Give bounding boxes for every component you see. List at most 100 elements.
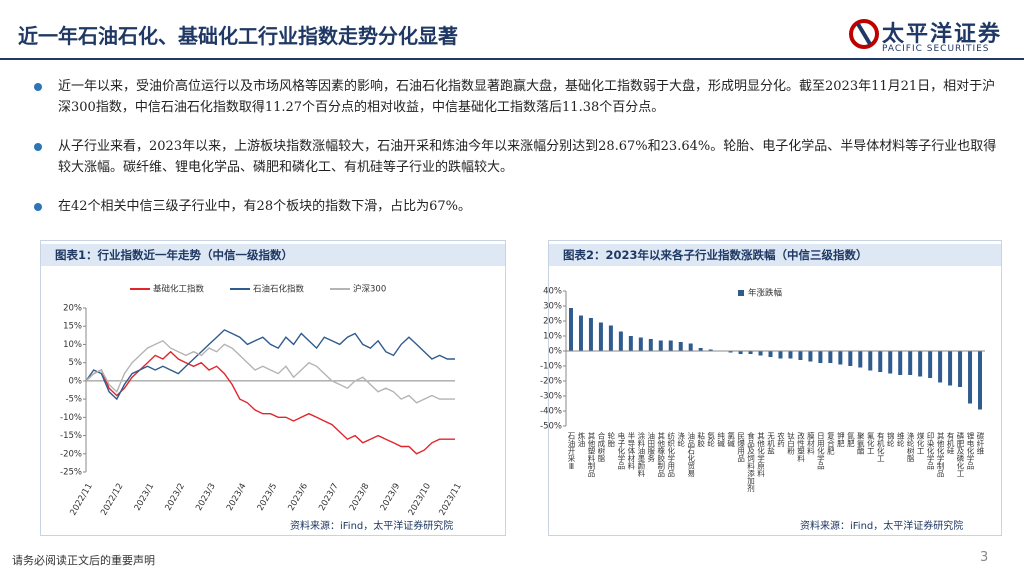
bullet-dot <box>34 203 42 211</box>
bar <box>858 351 863 368</box>
y-tick-label: 20% <box>543 317 562 327</box>
x-tick-label: 氮肥 <box>846 431 855 449</box>
x-tick-label: 维纶 <box>896 431 905 448</box>
bar <box>888 351 893 374</box>
chart-frame <box>548 240 1002 536</box>
slide-title: 近一年石油石化、基础化工行业指数走势分化显著 <box>18 24 458 48</box>
bullet-text: 近一年以来，受油价高位运行以及市场风格等因素的影响，石油石化指数显著跑赢大盘，基… <box>58 79 996 115</box>
legend-swatch <box>738 290 744 296</box>
x-tick-label: 其他化学制品 <box>936 432 945 479</box>
y-tick-label: 0% <box>69 376 83 386</box>
bar <box>838 351 843 365</box>
x-tick-label: 其他橡胶制品 <box>657 432 666 479</box>
chart-caption: 图表1：行业指数近一年走势（中信一级指数） <box>41 244 505 266</box>
bar <box>968 351 973 404</box>
x-tick-label: 民爆用品 <box>736 432 745 464</box>
logo-icon <box>849 19 879 49</box>
x-tick-label: 纯碱 <box>716 431 725 449</box>
bar <box>898 351 903 375</box>
y-tick-label: -10% <box>540 362 562 372</box>
bar <box>938 351 943 383</box>
bar <box>678 342 683 351</box>
x-tick-label: 无机盐 <box>766 432 775 455</box>
x-tick-label: 钛白粉 <box>786 431 795 456</box>
chart-source: 资料来源：iFind，太平洋证券研究院 <box>800 521 964 532</box>
x-tick-label: 食品及饲料添加剂 <box>746 431 755 494</box>
bar <box>928 351 933 378</box>
x-tick-label: 粘胶 <box>696 431 705 449</box>
x-tick-label: 轮胎 <box>607 431 616 449</box>
bar <box>628 336 633 351</box>
x-tick-label: 聚氨酯 <box>856 432 865 456</box>
x-tick-label: 涤纶 <box>676 431 685 448</box>
logo-subtext: PACIFIC SECURITIES <box>882 44 990 54</box>
bar <box>798 351 803 360</box>
bar <box>658 340 663 351</box>
bar <box>598 322 603 351</box>
bar <box>728 351 733 353</box>
bar <box>608 325 613 351</box>
bar <box>758 351 763 356</box>
x-tick-label: 纺织化学用品 <box>667 431 676 479</box>
x-tick-label: 钾肥 <box>836 432 845 449</box>
chart-frame <box>40 240 506 536</box>
y-tick-label: 10% <box>63 340 82 350</box>
x-tick-label: 复合肥 <box>826 431 835 456</box>
y-tick-label: 5% <box>69 358 83 368</box>
x-tick-label: 煤化工 <box>916 431 925 455</box>
bar <box>708 349 713 351</box>
bullet-dot <box>34 143 42 151</box>
bar <box>958 351 963 387</box>
y-tick-label: -20% <box>60 449 82 459</box>
x-tick-label: 其他塑料制品 <box>587 432 596 479</box>
x-tick-label: 石油开采Ⅲ <box>567 432 576 471</box>
y-tick-label: -5% <box>65 395 82 405</box>
bar <box>828 351 833 363</box>
x-tick-label: 炼油 <box>577 431 586 449</box>
chart-caption: 图表2：2023年以来各子行业指数涨跌幅（中信三级指数） <box>549 244 1001 266</box>
bar <box>948 351 953 386</box>
legend-label: 沪深300 <box>353 284 386 295</box>
x-tick-label: 农药 <box>776 431 785 449</box>
x-tick-label: 有机硅 <box>946 431 955 455</box>
x-tick-label: 涂料油墨颜料 <box>637 431 646 479</box>
x-tick-label: 改性塑料 <box>796 431 805 464</box>
y-tick-label: 0% <box>549 347 563 357</box>
bar <box>848 351 853 366</box>
logo-text: 太平洋证券 <box>882 22 1003 47</box>
y-tick-label: 20% <box>63 304 82 314</box>
x-tick-label: 锂电化学品 <box>966 431 975 471</box>
y-tick-label: -20% <box>540 377 562 387</box>
bar <box>738 351 743 354</box>
y-tick-label: -40% <box>540 407 562 417</box>
y-tick-label: 15% <box>63 322 82 332</box>
series-line <box>85 339 455 404</box>
y-tick-label: 10% <box>543 332 562 342</box>
bar <box>698 348 703 351</box>
x-tick-label: 涤纶树脂 <box>906 431 915 464</box>
x-tick-label: 氯碱 <box>726 431 735 449</box>
bar <box>668 340 673 351</box>
page-number: 3 <box>980 550 989 565</box>
legend-label: 石油石化指数 <box>253 284 305 295</box>
logo-icon <box>856 22 872 46</box>
bar <box>978 351 983 410</box>
x-tick-label: 半导体材料 <box>627 431 636 471</box>
x-tick-label: 油田服务 <box>647 431 656 464</box>
bar <box>878 351 883 372</box>
series-line <box>85 329 455 401</box>
x-tick-label: 锦纶 <box>886 431 895 448</box>
bar <box>788 351 793 359</box>
x-tick-label: 碳纤维 <box>976 431 985 456</box>
y-tick-label: -25% <box>60 468 82 478</box>
bar <box>648 339 653 351</box>
bullet-dot <box>34 83 42 91</box>
bar <box>868 351 873 371</box>
y-tick-label: -15% <box>60 431 82 441</box>
x-tick-label: 日用化学品 <box>816 432 825 471</box>
bullet-text: 在42个相关中信三级子行业中，有28个板块的指数下滑，占比为67%。 <box>58 199 471 214</box>
bar <box>618 331 623 351</box>
y-tick-label: 40% <box>543 287 562 297</box>
